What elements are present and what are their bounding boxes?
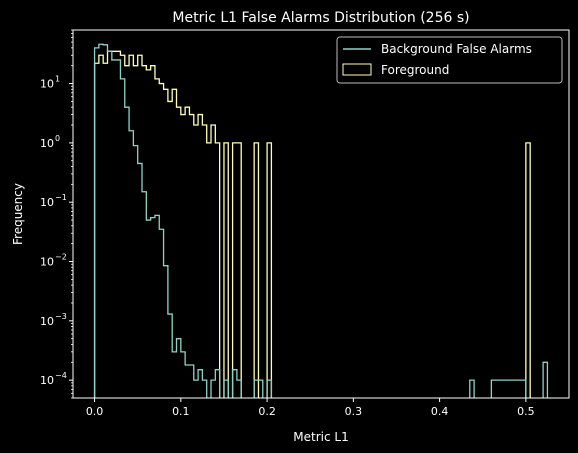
y-tick-label: 10 (40, 315, 54, 328)
y-tick-label: 10 (40, 256, 54, 269)
y-tick-label: 10 (40, 374, 54, 387)
y-axis-label: Frequency (11, 183, 25, 245)
x-tick-label: 0.5 (517, 405, 535, 418)
legend-label-background: Background False Alarms (381, 42, 532, 56)
y-tick-label: 10 (40, 196, 54, 209)
y-tick-exponent: −3 (55, 312, 67, 321)
y-tick-exponent: −1 (55, 193, 67, 202)
y-tick-label: 10 (40, 78, 54, 91)
x-tick-label: 0.0 (86, 405, 104, 418)
x-tick-label: 0.3 (345, 405, 363, 418)
legend-label-foreground: Foreground (381, 63, 449, 77)
y-tick-exponent: 1 (55, 75, 60, 84)
y-tick-exponent: −2 (55, 253, 67, 262)
y-tick-label: 10 (40, 137, 54, 150)
legend-box (336, 36, 563, 84)
x-tick-label: 0.2 (258, 405, 276, 418)
x-tick-label: 0.1 (172, 405, 190, 418)
legend: Background False Alarms Foreground (336, 36, 563, 84)
y-tick-exponent: −4 (55, 371, 67, 380)
axes-frame (72, 29, 570, 399)
chart-title: Metric L1 False Alarms Distribution (256… (172, 10, 469, 26)
legend-swatch-foreground (342, 63, 372, 76)
x-tick-label: 0.4 (431, 405, 449, 418)
y-tick-exponent: 0 (55, 134, 60, 143)
x-axis-label: Metric L1 (293, 430, 348, 444)
